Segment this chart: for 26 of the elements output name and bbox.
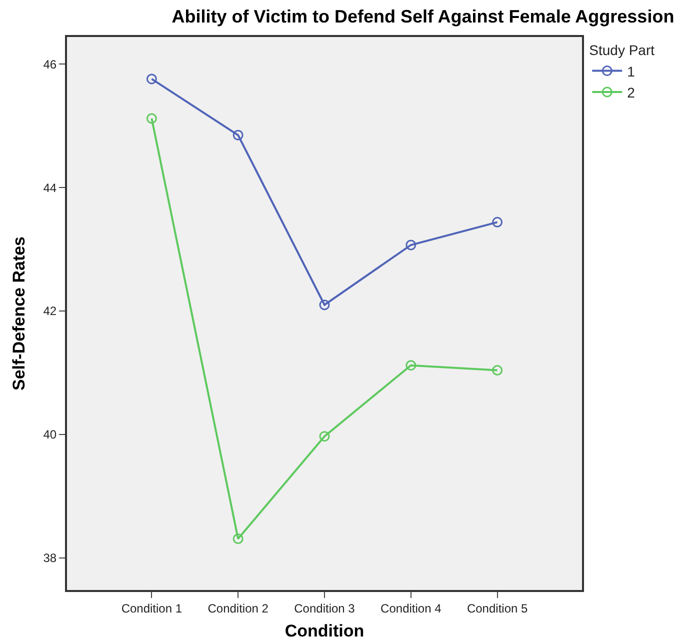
x-tick-label: Condition 1 [121, 601, 182, 616]
point [406, 240, 416, 250]
legend-label: 2 [627, 84, 636, 100]
y-tick-label: 42 [43, 304, 57, 318]
point [232, 130, 244, 140]
x-tick-label: Condition 2 [208, 601, 269, 616]
y-tick-label: 38 [43, 551, 57, 566]
point [492, 365, 503, 376]
y-tick-label: 44 [43, 180, 57, 195]
point [146, 113, 157, 124]
x-tick-label: Condition 5 [466, 601, 528, 616]
chart-title: Ability of Victim to Defend Self Against Female Aggression [172, 6, 674, 26]
point [232, 534, 244, 544]
y-tick-label: 46 [43, 57, 57, 72]
x-tick-label: Condition 4 [380, 601, 442, 616]
y-axis-title: Self-Defence Rates [9, 236, 28, 391]
legend-label: 1 [627, 63, 636, 80]
point [319, 300, 330, 310]
x-tick-label: Condition 3 [294, 601, 356, 616]
point [319, 431, 330, 442]
legend-title: Study Part [589, 42, 655, 58]
point [146, 74, 157, 84]
y-tick-label: 40 [43, 428, 57, 442]
x-axis-title: Condition [284, 621, 364, 640]
point [406, 360, 416, 371]
point [492, 216, 503, 228]
